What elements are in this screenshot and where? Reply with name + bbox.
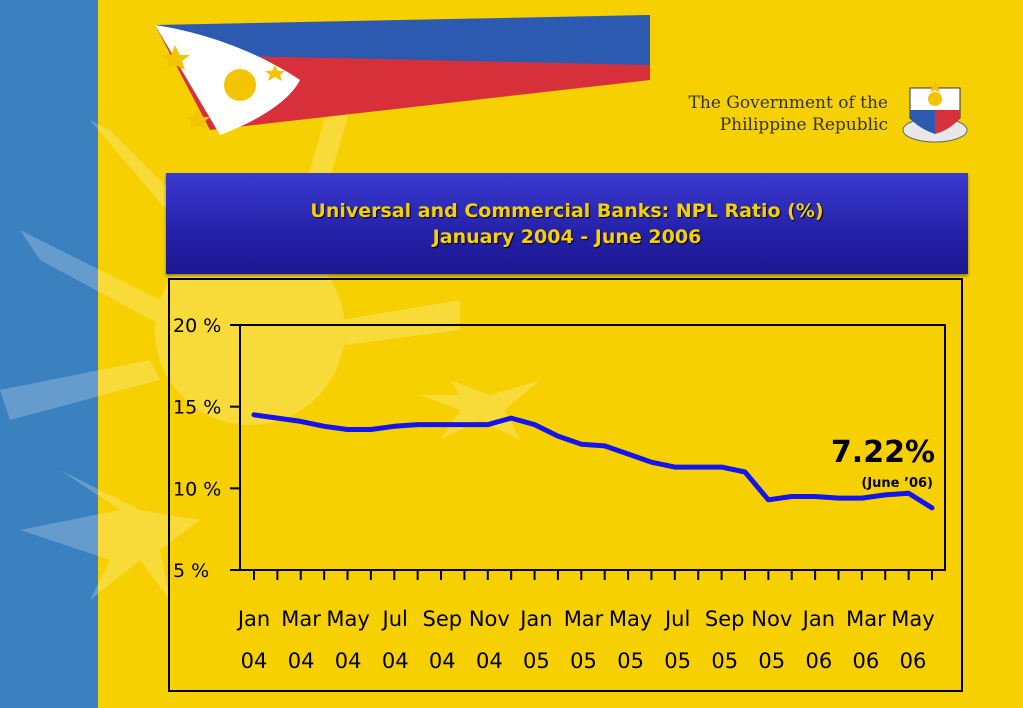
npl-ratio-series-line	[251, 412, 935, 511]
x-tick-label-month: Jan	[801, 607, 835, 631]
government-caption-line1: The Government of the	[688, 93, 888, 113]
background-sun-graphic	[0, 100, 540, 600]
x-tick-label-year: 04	[241, 649, 268, 673]
x-tick-label-year: 06	[805, 649, 832, 673]
x-tick-label-year: 04	[476, 649, 503, 673]
x-tick-label-month: May	[609, 607, 652, 631]
x-tick-label-year: 05	[523, 649, 550, 673]
y-tick-label: 5 %	[173, 560, 209, 582]
annotation-value: 7.22%	[831, 435, 935, 470]
government-caption-line2: Philippine Republic	[719, 115, 888, 135]
chart-title-band: Universal and Commercial Banks: NPL Rati…	[166, 173, 968, 274]
x-tick-label-month: Jul	[663, 607, 690, 631]
x-tick-label-year: 04	[429, 649, 456, 673]
x-tick-label-year: 05	[758, 649, 785, 673]
x-tick-label-month: Jul	[381, 607, 408, 631]
chart-subtitle: January 2004 - June 2006	[432, 226, 702, 248]
x-tick-label-month: May	[891, 607, 934, 631]
x-tick-label-month: Nov	[751, 607, 792, 631]
x-tick-label-month: Mar	[564, 607, 604, 631]
x-tick-label-year: 04	[288, 649, 315, 673]
x-tick-label-month: Sep	[705, 607, 745, 631]
x-tick-label-year: 05	[664, 649, 691, 673]
annotation-note: (June ’06)	[861, 476, 933, 491]
x-tick-label-month: Jan	[236, 607, 270, 631]
y-tick-label: 15 %	[173, 397, 221, 419]
x-tick-label-year: 05	[711, 649, 738, 673]
x-tick-label-month: Mar	[281, 607, 321, 631]
x-tick-label-year: 04	[335, 649, 362, 673]
x-tick-label-year: 06	[900, 649, 927, 673]
x-tick-label-month: May	[326, 607, 369, 631]
x-tick-label-year: 06	[853, 649, 880, 673]
x-tick-label-year: 05	[617, 649, 644, 673]
x-tick-label-year: 05	[570, 649, 597, 673]
coat-of-arms-seal	[902, 80, 968, 143]
government-caption: The Government of the Philippine Republi…	[640, 92, 888, 136]
y-tick-label: 20 %	[173, 315, 221, 337]
philippine-flag-ribbon	[155, 15, 650, 135]
chart-frame	[168, 278, 963, 692]
x-tick-label-month: Mar	[846, 607, 886, 631]
side-stripe	[0, 0, 98, 708]
x-tick-label-month: Jan	[518, 607, 552, 631]
x-tick-label-month: Nov	[469, 607, 510, 631]
y-tick-label: 10 %	[173, 478, 221, 500]
chart-title: Universal and Commercial Banks: NPL Rati…	[310, 200, 824, 222]
x-tick-label-year: 04	[382, 649, 409, 673]
plot-area	[239, 324, 946, 571]
x-tick-label-month: Sep	[422, 607, 462, 631]
